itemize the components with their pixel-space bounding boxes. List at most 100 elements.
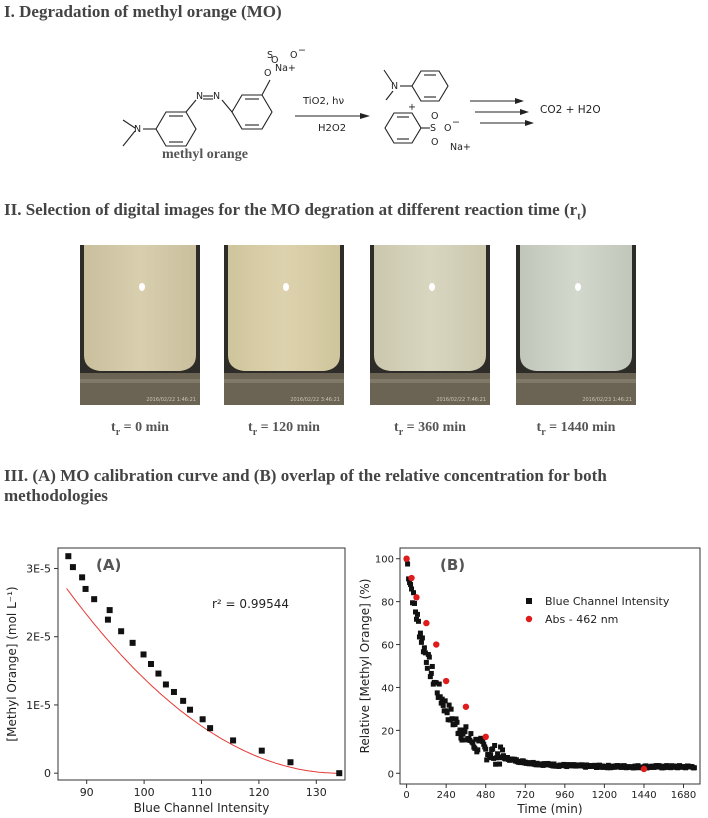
caption-120min: tr = 120 min (224, 420, 344, 438)
section-3-line1: III. (A) MO calibration curve and (B) ov… (4, 466, 607, 485)
vial-image: 2016/02/23 1:46:21 (516, 245, 636, 405)
final-products: CO2 + H2O (540, 104, 601, 116)
blue-channel-point (434, 690, 440, 696)
vial-body (520, 245, 632, 371)
blue-channel-point (433, 680, 439, 686)
blue-channel-point (417, 630, 423, 636)
sodium-ion-2: Na+ (450, 142, 471, 153)
svg-text:O: O (444, 123, 451, 134)
vial-body (374, 245, 486, 371)
blue-channel-point (423, 659, 429, 665)
data-point (106, 607, 113, 614)
blue-channel-point (457, 727, 463, 733)
base-highlight (224, 379, 344, 383)
blue-channel-point (480, 739, 486, 745)
caption-sub: r (115, 426, 121, 438)
blue-channel-point (493, 761, 499, 767)
photo-360min: 2016/02/22 7:46:21 (370, 245, 490, 405)
data-point (69, 564, 76, 571)
blue-channel-point (453, 716, 459, 722)
svg-text:O: O (264, 68, 271, 79)
section-2-text: II. Selection of digital images for the … (4, 200, 578, 219)
legend-label-blue: Blue Channel Intensity (545, 595, 670, 608)
data-point (180, 697, 187, 704)
plot-frame (57, 547, 346, 781)
blue-channel-point (422, 650, 428, 656)
caption-sub: r (252, 426, 258, 438)
x-tick-label: 130 (306, 786, 327, 799)
fit-curve (66, 588, 340, 774)
photo-timestamp: 2016/02/22 7:46:21 (436, 397, 486, 403)
section-title-1: I. Degradation of methyl orange (MO) (4, 2, 282, 21)
caption-t: t (394, 420, 399, 435)
blue-channel-point (418, 639, 424, 645)
blue-channel-point (412, 600, 418, 606)
y-tick-label: 3E-5 (26, 562, 51, 575)
caption-0min: tr = 0 min (80, 420, 200, 438)
blue-channel-point (492, 743, 498, 749)
blue-channel-point (484, 757, 490, 763)
blue-channel-point (483, 746, 489, 752)
x-tick-label: 1200 (592, 790, 617, 801)
blue-channel-point (448, 706, 454, 712)
data-point (147, 661, 154, 667)
data-point (140, 651, 147, 658)
x-tick-label: 120 (248, 786, 269, 799)
abs-462-point (413, 594, 420, 601)
section-title-3: III. (A) MO calibration curve and (B) ov… (4, 466, 607, 507)
abs-462-point (462, 703, 470, 710)
caption-value: = 0 min (120, 420, 169, 435)
chart-a-calibration: 90 100 110 120 130 0 1E-5 2E-5 3E-5 (A) r² = 0.995… (5, 547, 346, 815)
svg-text:O: O (271, 55, 278, 66)
vial-image: 2016/02/22 1:46:21 (80, 245, 200, 405)
x-axis-label: Time (min) (516, 802, 582, 816)
caption-360min: tr = 360 min (370, 420, 490, 438)
x-tick-label: 90 (80, 786, 94, 799)
svg-text:N: N (196, 91, 203, 102)
abs-462-point (433, 641, 440, 648)
svg-text:N: N (391, 81, 398, 92)
x-axis-label: Blue Channel Intensity (134, 801, 270, 815)
blue-channel-point (444, 710, 450, 716)
blue-channel-point (428, 670, 434, 676)
data-point (91, 596, 98, 603)
vial-base (80, 373, 200, 405)
legend-marker-abs (525, 615, 533, 623)
svg-text:−: − (298, 45, 306, 56)
data-point (162, 681, 169, 688)
abs-462-point (442, 677, 450, 685)
abs-462-point (640, 765, 648, 773)
blue-channel-point (411, 590, 417, 596)
panel-label-b: (B) (440, 556, 465, 574)
svg-text:O: O (431, 111, 438, 122)
blue-channel-point (495, 751, 501, 757)
methyl-orange-label: methyl orange (162, 147, 248, 162)
reaction-scheme: N N N O O S O − N + S O O O − Na+ TiO2, … (122, 45, 601, 153)
light-reflection (575, 283, 581, 291)
y-tick-label: 20 (381, 726, 394, 737)
svg-text:N: N (134, 124, 141, 135)
blue-channel-point (473, 736, 479, 742)
blue-channel-point (501, 753, 507, 759)
caption-value: = 120 min (257, 420, 320, 435)
svg-text:O: O (290, 50, 297, 61)
y-tick-label: 100 (375, 555, 394, 566)
photo-1440min: 2016/02/23 1:46:21 (516, 245, 636, 405)
data-point (199, 716, 206, 723)
blue-channel-point (421, 645, 427, 651)
photo-0min: 2016/02/22 1:46:21 (80, 245, 200, 405)
blue-channel-point (691, 765, 697, 771)
blue-channel-point (415, 618, 421, 624)
blue-channel-point (487, 755, 493, 761)
blue-channel-point (459, 737, 465, 743)
caption-t: t (248, 420, 253, 435)
sodium-ion-1: Na+ (275, 63, 296, 74)
data-point (129, 639, 136, 646)
blue-channel-point (419, 635, 425, 641)
abs-462-point (403, 555, 410, 562)
svg-text:S: S (267, 50, 273, 61)
y-tick-label: 1E-5 (26, 699, 51, 712)
blue-channel-point (436, 681, 442, 687)
blue-channel-point (470, 740, 476, 746)
photo-timestamp: 2016/02/22 1:46:21 (146, 397, 196, 403)
